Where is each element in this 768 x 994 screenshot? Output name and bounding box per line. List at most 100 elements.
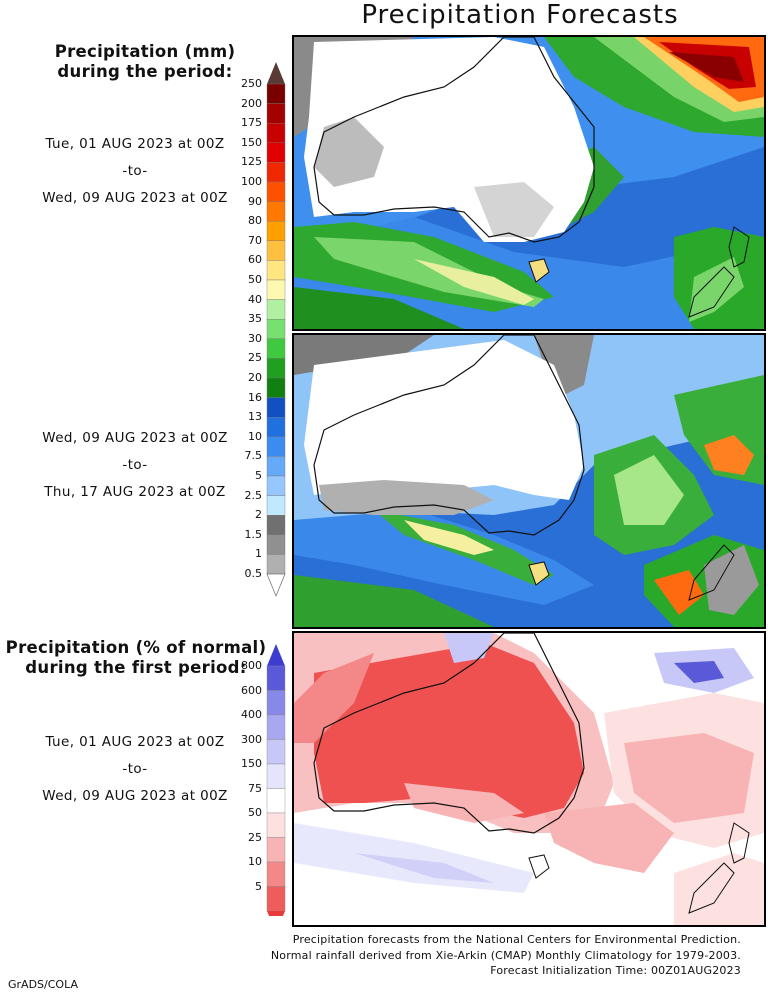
mm-colorbar-swatch — [266, 417, 286, 438]
map-panel-period2 — [292, 333, 766, 629]
precip-map-period1 — [294, 37, 764, 329]
mm-colorbar-tick-label: 80 — [248, 214, 262, 228]
period1-start: Tue, 01 AUG 2023 at 00Z — [45, 136, 225, 152]
period2-end: Thu, 17 AUG 2023 at 00Z — [44, 484, 226, 500]
pct-colorbar-tick-label: 5 — [255, 879, 262, 893]
pct-colorbar-tick-label: 50 — [248, 806, 262, 819]
credit-line1: Precipitation forecasts from the Nationa… — [292, 933, 741, 946]
period1-end: Wed, 09 AUG 2023 at 00Z — [42, 190, 228, 206]
mm-colorbar-tick-label: 70 — [248, 233, 262, 247]
mm-colorbar-tick-label: 0.5 — [244, 567, 263, 580]
mm-colorbar-swatch — [266, 436, 286, 457]
mm-colorbar-swatch — [266, 83, 286, 104]
pct-colorbar-swatch — [266, 886, 286, 912]
map-panel-period1 — [292, 35, 766, 331]
pct-period-start: Tue, 01 AUG 2023 at 00Z — [45, 734, 225, 750]
pct-colorbar-swatch — [266, 714, 286, 740]
precip-map-period2 — [294, 335, 764, 627]
percent-normal-map — [294, 633, 764, 925]
credit-line2: Normal rainfall derived from Xie-Arkin (… — [270, 948, 741, 962]
mm-colorbar-swatch — [266, 495, 286, 516]
pct-colorbar-top-arrow — [267, 644, 285, 666]
mm-colorbar-tick-label: 50 — [248, 273, 262, 286]
pct-colorbar-swatch — [266, 837, 286, 863]
period1-to: -to- — [122, 163, 148, 179]
period2-to: -to- — [122, 457, 148, 473]
mm-colorbar-tick-label: 40 — [248, 292, 262, 306]
pct-colorbar-swatch — [266, 665, 286, 691]
mm-colorbar-tick-label: 13 — [248, 410, 262, 424]
mm-colorbar-swatch — [266, 260, 286, 281]
mm-colorbar-tick-label: 125 — [241, 155, 262, 169]
mm-colorbar-swatch — [266, 201, 286, 222]
mm-colorbar-swatch — [266, 103, 286, 124]
mm-colorbar-swatch — [266, 142, 286, 163]
mm-heading-line2: during the period: — [57, 62, 233, 81]
mm-colorbar-swatch — [266, 162, 286, 183]
pct-heading-line2: during the first period: — [25, 658, 247, 677]
page-title: Precipitation Forecasts — [361, 0, 679, 30]
mm-colorbar-tick-label: 5 — [255, 469, 262, 482]
pct-colorbar-swatch — [266, 763, 286, 789]
mm-colorbar-swatch — [266, 181, 286, 202]
pct-heading-line1: Precipitation (% of normal) — [5, 638, 267, 657]
credit-line3: Forecast Initialization Time: 00Z01AUG20… — [490, 964, 741, 977]
mm-colorbar-tick-label: 25 — [248, 351, 262, 365]
footer-tag: GrADS/COLA — [8, 978, 78, 991]
mm-colorbar-tick-label: 2.5 — [244, 488, 263, 502]
pct-colorbar-tick-label: 75 — [248, 781, 262, 795]
mm-heading-line1: Precipitation (mm) — [54, 42, 236, 61]
mm-colorbar-tick-label: 90 — [248, 194, 262, 208]
mm-colorbar-tick-label: 7.5 — [244, 449, 263, 463]
pct-colorbar-tick-label: 600 — [241, 683, 262, 697]
mm-heading: Precipitation (mm) during the period: — [0, 42, 290, 82]
pct-colorbar — [266, 644, 286, 916]
period2-start: Wed, 09 AUG 2023 at 00Z — [42, 430, 228, 446]
mm-colorbar-tick-label: 200 — [241, 96, 262, 110]
map-panel-percent-normal — [292, 631, 766, 927]
mm-colorbar-swatch — [266, 534, 286, 555]
pct-colorbar-tick-label: 400 — [241, 708, 262, 721]
mm-colorbar-tick-label: 1.5 — [244, 527, 263, 541]
mm-colorbar-swatch — [266, 338, 286, 359]
mm-colorbar-swatch — [266, 299, 286, 320]
mm-colorbar-swatch — [266, 279, 286, 300]
mm-colorbar-swatch — [266, 240, 286, 261]
mm-colorbar-tick-label: 30 — [248, 331, 262, 345]
mm-colorbar-tick-label: 2 — [255, 508, 262, 522]
mm-colorbar — [266, 62, 286, 598]
mm-colorbar-tick-label: 1 — [255, 547, 262, 561]
mm-colorbar-swatch — [266, 475, 286, 496]
pct-period-to: -to- — [122, 761, 148, 777]
mm-colorbar-swatch — [266, 515, 286, 536]
pct-colorbar-bottom-arrow — [267, 911, 285, 916]
pct-period-end: Wed, 09 AUG 2023 at 00Z — [42, 788, 228, 804]
mm-colorbar-tick-label: 100 — [241, 175, 262, 188]
mm-colorbar-swatch — [266, 456, 286, 477]
pct-colorbar-tick-label: 800 — [241, 659, 262, 672]
mm-colorbar-swatch — [266, 358, 286, 379]
mm-colorbar-tick-label: 60 — [248, 253, 262, 267]
mm-colorbar-tick-label: 20 — [248, 371, 262, 384]
pct-colorbar-tick-label: 25 — [248, 830, 262, 844]
mm-colorbar-tick-label: 35 — [248, 312, 262, 326]
mm-colorbar-top-arrow — [267, 62, 285, 84]
credits: Precipitation forecasts from the Nationa… — [181, 932, 741, 979]
mm-colorbar-swatch — [266, 319, 286, 340]
pct-colorbar-swatch — [266, 861, 286, 887]
pct-colorbar-tick-label: 150 — [241, 757, 262, 770]
mm-colorbar-bottom-arrow — [266, 573, 286, 598]
mm-colorbar-swatch — [266, 554, 286, 575]
pct-colorbar-swatch — [266, 690, 286, 716]
pct-colorbar-swatch — [266, 739, 286, 765]
mm-colorbar-swatch — [266, 377, 286, 398]
pct-colorbar-tick-label: 300 — [241, 732, 262, 746]
mm-colorbar-tick-label: 10 — [248, 429, 262, 443]
mm-colorbar-tick-label: 250 — [241, 77, 262, 90]
pct-colorbar-swatch — [266, 812, 286, 838]
pct-heading: Precipitation (% of normal) during the f… — [0, 638, 272, 678]
mm-colorbar-swatch — [266, 220, 286, 241]
mm-colorbar-tick-label: 150 — [241, 135, 262, 149]
mm-colorbar-tick-label: 175 — [241, 116, 262, 130]
pct-colorbar-swatch — [266, 788, 286, 814]
